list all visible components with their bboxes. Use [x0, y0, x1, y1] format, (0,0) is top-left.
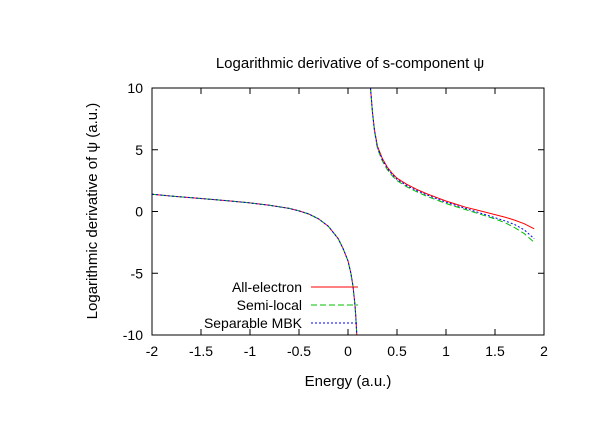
series-line-all-electron	[151, 193, 358, 336]
x-tick-label: 1.5	[485, 343, 505, 359]
y-axis-label: Logarithmic derivative of ψ (a.u.)	[84, 103, 101, 320]
x-tick-label: -1	[244, 343, 257, 359]
x-tick-label: 0.5	[387, 343, 407, 359]
axis-ticks: -2 -1.5 -1 -0.5 0 0.5 1 1.5 2 -10 -5 0 5 10	[123, 80, 548, 359]
legend-label: Separable MBK	[204, 315, 303, 331]
series-line-all-electron	[370, 87, 535, 230]
x-tick-label: 0	[344, 343, 352, 359]
x-axis-label: Energy (a.u.)	[305, 373, 392, 390]
y-tick-label: -10	[123, 327, 143, 343]
series-lines	[151, 87, 535, 336]
series-line-separable-mbk	[370, 87, 535, 240]
series-line-semi-local	[370, 87, 535, 243]
x-tick-label: 2	[540, 343, 548, 359]
x-tick-label: -2	[146, 343, 159, 359]
y-tick-label: 0	[135, 204, 143, 220]
y-tick-label: -5	[131, 265, 144, 281]
legend-label: All-electron	[232, 279, 302, 295]
chart-title: Logarithmic derivative of s-component ψ	[216, 55, 484, 72]
x-tick-label: 1	[442, 343, 450, 359]
series-line-separable-mbk	[151, 193, 358, 336]
legend-label: Semi-local	[237, 297, 302, 313]
x-tick-label: -0.5	[287, 343, 311, 359]
series-line-semi-local	[151, 193, 358, 336]
legend: All-electron Semi-local Separable MBK	[204, 279, 358, 331]
plot-frame	[151, 87, 545, 336]
y-tick-label: 5	[135, 142, 143, 158]
y-tick-label: 10	[127, 80, 143, 96]
x-tick-label: -1.5	[189, 343, 213, 359]
